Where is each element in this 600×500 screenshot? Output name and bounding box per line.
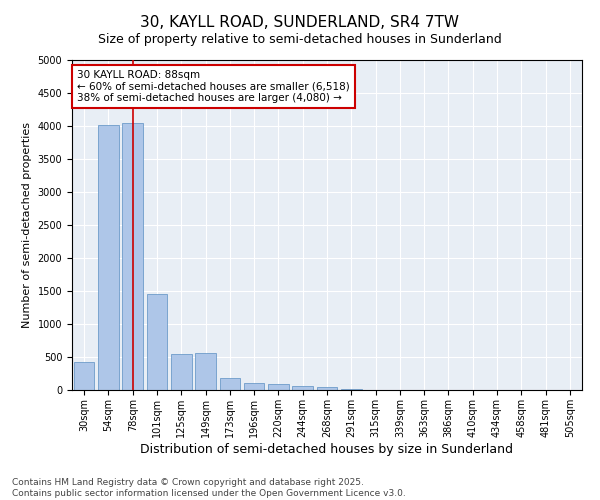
Bar [146,294,167,390]
Text: 30 KAYLL ROAD: 88sqm
← 60% of semi-detached houses are smaller (6,518)
38% of se: 30 KAYLL ROAD: 88sqm ← 60% of semi-detac… [77,70,350,103]
Bar [171,354,191,390]
Bar [220,378,240,390]
X-axis label: Distribution of semi-detached houses by size in Sunderland: Distribution of semi-detached houses by … [140,442,514,456]
Bar [244,382,265,390]
Bar [74,362,94,390]
Bar [122,122,143,390]
Bar [292,386,313,390]
Bar [317,387,337,390]
Bar [268,384,289,390]
Text: 30, KAYLL ROAD, SUNDERLAND, SR4 7TW: 30, KAYLL ROAD, SUNDERLAND, SR4 7TW [140,15,460,30]
Text: Size of property relative to semi-detached houses in Sunderland: Size of property relative to semi-detach… [98,32,502,46]
Bar [98,124,119,390]
Bar [195,353,216,390]
Text: Contains HM Land Registry data © Crown copyright and database right 2025.
Contai: Contains HM Land Registry data © Crown c… [12,478,406,498]
Y-axis label: Number of semi-detached properties: Number of semi-detached properties [22,122,32,328]
